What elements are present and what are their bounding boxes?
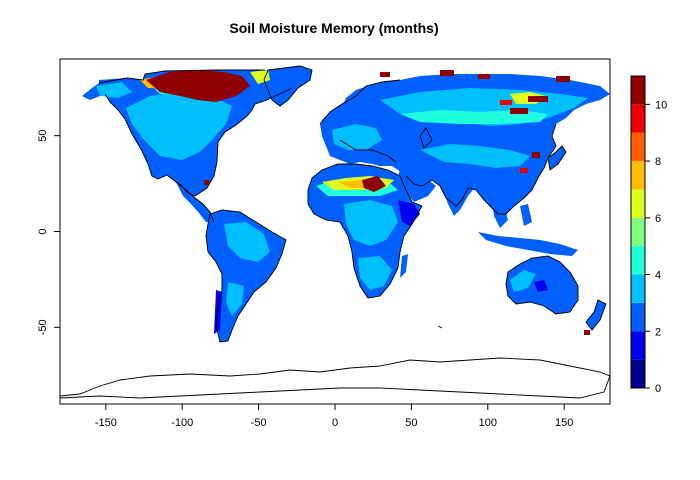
colorbar-swatch (631, 132, 645, 162)
region-light-blue-central-asia (420, 144, 530, 168)
region-light-blue-canada (126, 92, 232, 160)
x-tick-label: 50 (405, 417, 417, 429)
region-darkred-florida (204, 180, 209, 185)
colorbar-label: 2 (655, 326, 661, 338)
region-red-china (520, 168, 528, 173)
colorbar-swatch (631, 359, 645, 388)
region-darkblue-australia (534, 280, 548, 292)
colorbar-label: 6 (655, 213, 661, 225)
x-tick-label: -100 (171, 417, 193, 429)
colorbar-swatch (631, 274, 645, 303)
y-tick-label: 0 (37, 228, 49, 234)
y-tick-label: -50 (37, 319, 49, 335)
colorbar-label: 4 (655, 270, 661, 282)
colorbar-swatch (631, 76, 645, 105)
colorbar-swatch (631, 189, 645, 218)
landmass-scandinavia (340, 86, 376, 118)
region-light-blue-australia-coast (510, 270, 536, 292)
landmass-philippines (520, 204, 532, 226)
colorbar-swatch (631, 302, 645, 332)
region-light-blue-amazon (224, 222, 270, 262)
x-tick-label: 100 (479, 417, 497, 429)
colorbar-label: 0 (655, 383, 661, 395)
region-light-blue-europe (332, 124, 382, 150)
landmass-india (444, 178, 476, 216)
landmass-indonesia (478, 232, 578, 256)
region-darkred-russia-1 (510, 108, 528, 114)
land-fill-layer (60, 65, 610, 399)
region-light-blue-patagonia (226, 282, 244, 316)
region-darkred-russia-4 (380, 72, 390, 77)
x-tick-label: 150 (555, 417, 573, 429)
colorbar-swatch (631, 161, 645, 190)
colorbar-frame (630, 75, 646, 389)
colorbar-swatch (631, 104, 645, 133)
region-darkred-russia-5 (478, 74, 490, 79)
colorbar: 0 2 4 6 8 10 (630, 75, 667, 395)
landmass-new-zealand (586, 300, 606, 330)
region-darkred-russia-3 (440, 70, 454, 76)
region-light-blue-southern-africa (358, 256, 392, 290)
region-darkred-nz (584, 330, 590, 335)
x-tick-label: -50 (251, 417, 267, 429)
region-yellow-greenland-edge (250, 70, 270, 84)
x-tick-label: 0 (332, 417, 338, 429)
colorbar-label: 10 (655, 99, 667, 111)
x-tick-label: -150 (95, 417, 117, 429)
colorbar-swatch (631, 246, 645, 275)
landmass-madagascar (400, 254, 408, 278)
chart-title: Soil Moisture Memory (months) (229, 20, 439, 36)
region-red-russia (500, 100, 512, 105)
x-axis: -150 -100 -50 0 50 100 150 (95, 404, 573, 429)
y-tick-label: 50 (37, 130, 49, 142)
region-darkred-russia-2 (528, 96, 548, 102)
region-darkred-russia-6 (556, 76, 570, 82)
colorbar-swatch (631, 331, 645, 360)
coastlines (60, 65, 610, 399)
y-axis: -50 0 50 (37, 130, 60, 335)
region-darkred-japan (532, 152, 540, 158)
colorbar-swatch (631, 217, 645, 247)
antarctica-outline (60, 357, 610, 399)
landmass-japan (548, 146, 566, 170)
landmass-central-america (176, 182, 214, 222)
region-darkred-canadian-arctic (146, 70, 250, 102)
region-light-blue-central-africa (344, 200, 398, 246)
colorbar-label: 8 (655, 156, 661, 168)
region-darkred-sahara (362, 176, 386, 192)
